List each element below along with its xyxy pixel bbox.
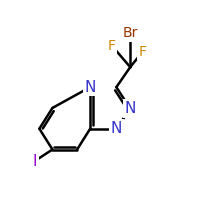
Text: Br: Br	[123, 26, 138, 40]
Text: F: F	[108, 39, 116, 53]
Text: N: N	[125, 101, 136, 116]
Text: F: F	[139, 45, 147, 59]
Text: N: N	[111, 121, 122, 136]
Text: N: N	[84, 80, 96, 95]
Text: I: I	[32, 154, 37, 169]
